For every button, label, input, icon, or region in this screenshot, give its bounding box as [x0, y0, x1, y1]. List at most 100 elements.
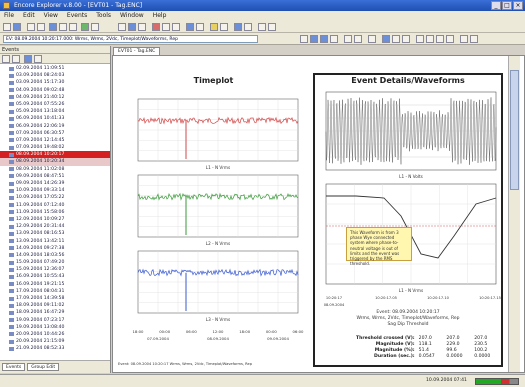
table-icon[interactable]	[234, 23, 242, 31]
event-list-item[interactable]: 15.09.2004 07:49:20	[0, 259, 110, 266]
menu-edit[interactable]: Edit	[23, 12, 35, 19]
tab-events[interactable]: Events	[2, 363, 26, 371]
new-icon[interactable]	[3, 23, 11, 31]
open-icon[interactable]	[13, 23, 21, 31]
timeplot-icon[interactable]	[128, 23, 136, 31]
help-icon[interactable]	[268, 23, 276, 31]
menu-events[interactable]: Events	[66, 12, 88, 19]
copy-icon[interactable]	[59, 23, 67, 31]
menu-tools[interactable]: Tools	[96, 12, 112, 19]
event-list-item[interactable]: 12.09.2004 10:09:27	[0, 216, 110, 223]
event-list-item[interactable]: 04.09.2004 09:02:48	[0, 87, 110, 94]
event-list-item[interactable]: 09.09.2004 08:47:51	[0, 173, 110, 180]
event-list-item[interactable]: 19.09.2004 13:08:40	[0, 324, 110, 331]
event-list-item[interactable]: 06.09.2004 10:41:33	[0, 115, 110, 122]
event-list-item[interactable]: 08.09.2004 10:20:17	[0, 151, 110, 159]
nav-first-icon[interactable]	[300, 35, 308, 43]
sort-icon[interactable]	[24, 55, 32, 63]
event-list-item[interactable]: 03.09.2004 15:17:30	[0, 79, 110, 86]
cursor-icon[interactable]	[186, 23, 194, 31]
refresh-icon[interactable]	[460, 35, 468, 43]
event-list-item[interactable]: 10.09.2004 17:05:22	[0, 194, 110, 201]
settings-icon[interactable]	[258, 23, 266, 31]
event-list-item[interactable]: 13.09.2004 13:42:11	[0, 238, 110, 245]
menu-view[interactable]: View	[43, 12, 58, 19]
event-list-item[interactable]: 17.09.2004 14:39:58	[0, 295, 110, 302]
paste-icon[interactable]	[69, 23, 77, 31]
event-list-item[interactable]: 03.09.2004 08:24:03	[0, 72, 110, 79]
event-filter-field[interactable]: EV: 08.09.2004 10:20:17.000: Wrms, Wrms,…	[3, 35, 258, 43]
collapse-icon[interactable]	[12, 55, 20, 63]
expand-icon[interactable]	[2, 55, 10, 63]
menu-file[interactable]: File	[4, 12, 15, 19]
split-icon[interactable]	[436, 35, 444, 43]
undo-icon[interactable]	[81, 23, 89, 31]
event-list-item[interactable]: 20.09.2004 10:44:26	[0, 331, 110, 338]
event-list-item[interactable]: 07.09.2004 06:30:57	[0, 130, 110, 137]
event-list-item[interactable]: 07.09.2004 12:14:45	[0, 137, 110, 144]
stack-icon[interactable]	[426, 35, 434, 43]
event-list-item[interactable]: 07.09.2004 19:48:02	[0, 144, 110, 151]
event-list[interactable]: 02.09.2004 11:09:51 03.09.2004 08:24:03 03…	[0, 65, 110, 360]
find-icon[interactable]	[34, 55, 42, 63]
event-list-item[interactable]: 18.09.2004 16:47:29	[0, 309, 110, 316]
window-titlebar[interactable]: Encore Explorer v.8.00 - [EVT01 - Tag.EN…	[0, 0, 525, 11]
event-list-item[interactable]: 02.09.2004 11:09:51	[0, 65, 110, 72]
minimize-button[interactable]: _	[491, 1, 501, 10]
close-button[interactable]: ×	[513, 1, 523, 10]
event-list-item[interactable]: 21.09.2004 08:52:33	[0, 345, 110, 352]
document-tab[interactable]: EVT01 - Tag.ENC	[113, 47, 161, 55]
event-list-item[interactable]: 08.09.2004 11:02:08	[0, 166, 110, 173]
waveform-icon[interactable]	[138, 23, 146, 31]
vertical-scrollbar[interactable]	[508, 56, 520, 372]
event-list-item[interactable]: 10.09.2004 09:33:14	[0, 187, 110, 194]
menu-window[interactable]: Window	[120, 12, 144, 19]
overlay-icon[interactable]	[416, 35, 424, 43]
event-list-item[interactable]: 04.09.2004 21:40:12	[0, 94, 110, 101]
marker-icon[interactable]	[196, 23, 204, 31]
event-list-item[interactable]: 14.09.2004 18:03:56	[0, 252, 110, 259]
event-list-item[interactable]: 13.09.2004 08:16:53	[0, 230, 110, 237]
nav-last-icon[interactable]	[330, 35, 338, 43]
tile-icon[interactable]	[446, 35, 454, 43]
timeplot-chart[interactable]: L1 - N Vrms L2 - N Vrms L3 - N Vrms 18:00 00…	[116, 75, 306, 367]
redo-icon[interactable]	[91, 23, 99, 31]
save-icon[interactable]	[27, 23, 35, 31]
export-icon[interactable]	[244, 23, 252, 31]
event-list-item[interactable]: 11.09.2004 15:58:06	[0, 209, 110, 216]
event-list-item[interactable]: 09.09.2004 14:26:39	[0, 180, 110, 187]
tab-group-edit[interactable]: Group Edit	[27, 363, 60, 371]
axis-icon[interactable]	[368, 35, 376, 43]
event-list-item[interactable]: 20.09.2004 21:15:09	[0, 338, 110, 345]
phase-icon[interactable]	[354, 35, 362, 43]
filter-icon[interactable]	[118, 23, 126, 31]
chart-icon[interactable]	[220, 23, 228, 31]
nav-next-icon[interactable]	[320, 35, 328, 43]
report-icon[interactable]	[210, 23, 218, 31]
event-list-item[interactable]: 05.09.2004 13:18:04	[0, 108, 110, 115]
scrollbar-thumb[interactable]	[510, 70, 519, 190]
channel-icon[interactable]	[344, 35, 352, 43]
zoom-out-icon[interactable]	[172, 23, 180, 31]
event-icon[interactable]	[152, 23, 160, 31]
event-list-item[interactable]: 18.09.2004 09:11:02	[0, 302, 110, 309]
info-icon[interactable]	[470, 35, 478, 43]
event-list-item[interactable]: 19.09.2004 07:23:17	[0, 317, 110, 324]
event-list-item[interactable]: 16.09.2004 19:21:15	[0, 281, 110, 288]
event-waveform-chart[interactable]: L1 - N Volts L1 - N Vrms 10:20:17 10:20:17.…	[316, 86, 502, 308]
print-icon[interactable]	[37, 23, 45, 31]
event-list-item[interactable]: 05.09.2004 07:55:26	[0, 101, 110, 108]
event-list-item[interactable]: 14.09.2004 09:27:38	[0, 245, 110, 252]
zoom-in-icon[interactable]	[162, 23, 170, 31]
grid-icon[interactable]	[382, 35, 390, 43]
legend-icon[interactable]	[392, 35, 400, 43]
nav-prev-icon[interactable]	[310, 35, 318, 43]
event-list-item[interactable]: 06.09.2004 22:06:19	[0, 123, 110, 130]
maximize-button[interactable]: □	[502, 1, 512, 10]
event-list-item[interactable]: 15.09.2004 12:36:07	[0, 266, 110, 273]
event-list-item[interactable]: 17.09.2004 08:04:31	[0, 288, 110, 295]
menu-help[interactable]: Help	[152, 12, 167, 19]
event-list-item[interactable]: 16.09.2004 10:55:43	[0, 273, 110, 280]
event-list-item[interactable]: 12.09.2004 20:31:44	[0, 223, 110, 230]
event-list-item[interactable]: 08.09.2004 10:20:34	[0, 158, 110, 166]
